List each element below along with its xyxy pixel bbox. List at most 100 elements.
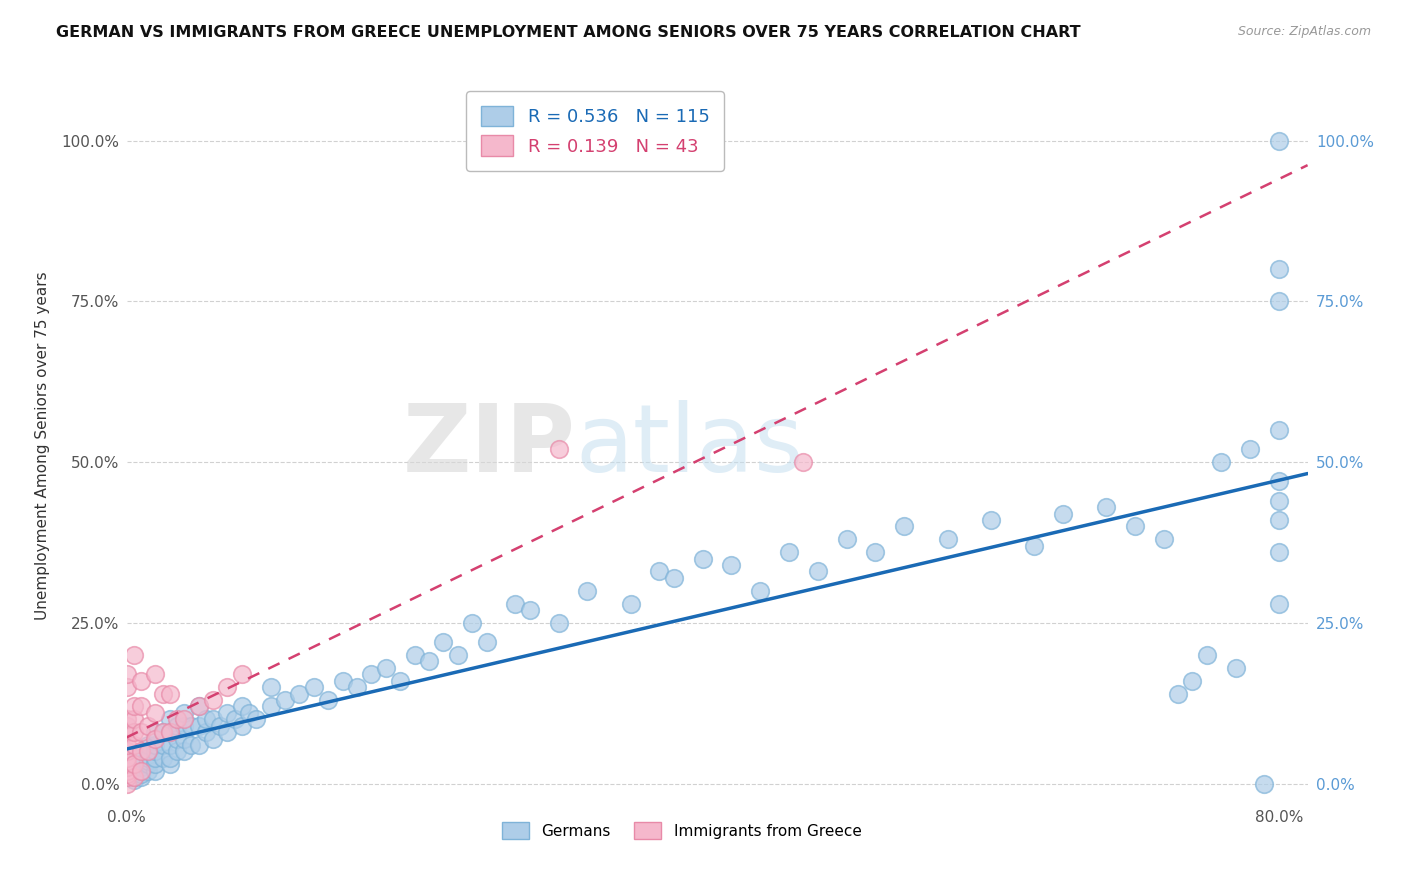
Point [547, 442, 569, 457]
Point [129, 760, 152, 774]
Point [136, 757, 159, 772]
Point [173, 744, 195, 758]
Point [201, 731, 224, 746]
Point [231, 667, 253, 681]
Point [166, 719, 188, 733]
Point [1268, 513, 1291, 527]
Point [447, 648, 470, 662]
Point [1268, 545, 1291, 559]
Point [173, 719, 195, 733]
Point [115, 764, 138, 778]
Point [1167, 686, 1189, 700]
Point [129, 744, 152, 758]
Text: ZIP: ZIP [402, 400, 575, 492]
Point [159, 751, 181, 765]
Point [115, 738, 138, 752]
Point [194, 725, 217, 739]
Point [122, 738, 145, 752]
Point [980, 513, 1002, 527]
Point [115, 719, 138, 733]
Point [166, 744, 188, 758]
Point [115, 767, 138, 781]
Point [122, 764, 145, 778]
Point [129, 764, 152, 778]
Point [231, 719, 253, 733]
Point [159, 725, 181, 739]
Point [1268, 262, 1291, 277]
Point [122, 712, 145, 726]
Point [374, 661, 396, 675]
Point [136, 719, 159, 733]
Point [1022, 539, 1045, 553]
Point [893, 519, 915, 533]
Point [274, 693, 297, 707]
Point [1095, 500, 1118, 514]
Point [115, 680, 138, 694]
Point [1239, 442, 1261, 457]
Point [166, 731, 188, 746]
Point [129, 725, 152, 739]
Point [720, 558, 742, 572]
Point [187, 699, 209, 714]
Point [1052, 507, 1074, 521]
Point [136, 738, 159, 752]
Point [302, 680, 325, 694]
Point [1253, 776, 1275, 790]
Point [143, 738, 166, 752]
Point [1225, 661, 1247, 675]
Point [360, 667, 382, 681]
Point [404, 648, 426, 662]
Point [1268, 294, 1291, 309]
Point [807, 565, 830, 579]
Point [648, 565, 671, 579]
Point [432, 635, 454, 649]
Point [461, 615, 484, 630]
Point [316, 693, 339, 707]
Point [129, 770, 152, 784]
Point [1123, 519, 1146, 533]
Point [332, 673, 354, 688]
Point [166, 712, 188, 726]
Point [1195, 648, 1218, 662]
Point [389, 673, 412, 688]
Point [143, 757, 166, 772]
Point [143, 751, 166, 765]
Point [778, 545, 800, 559]
Point [129, 673, 152, 688]
Point [115, 725, 138, 739]
Point [1268, 493, 1291, 508]
Point [201, 693, 224, 707]
Point [1181, 673, 1204, 688]
Point [692, 551, 714, 566]
Point [143, 667, 166, 681]
Point [143, 764, 166, 778]
Point [180, 738, 202, 752]
Point [159, 686, 181, 700]
Point [187, 699, 209, 714]
Point [129, 767, 152, 781]
Point [576, 583, 599, 598]
Point [122, 764, 145, 778]
Legend: Germans, Immigrants from Greece: Germans, Immigrants from Greece [496, 816, 868, 845]
Point [159, 738, 181, 752]
Point [620, 597, 643, 611]
Text: atlas: atlas [575, 400, 804, 492]
Point [475, 635, 498, 649]
Point [129, 699, 152, 714]
Point [122, 725, 145, 739]
Point [143, 706, 166, 720]
Point [749, 583, 772, 598]
Point [129, 757, 152, 772]
Point [152, 738, 174, 752]
Point [1268, 475, 1291, 489]
Point [519, 603, 541, 617]
Point [122, 757, 145, 772]
Point [201, 712, 224, 726]
Point [152, 725, 174, 739]
Point [792, 455, 814, 469]
Point [346, 680, 368, 694]
Point [122, 770, 145, 784]
Point [122, 699, 145, 714]
Point [245, 712, 267, 726]
Point [115, 751, 138, 765]
